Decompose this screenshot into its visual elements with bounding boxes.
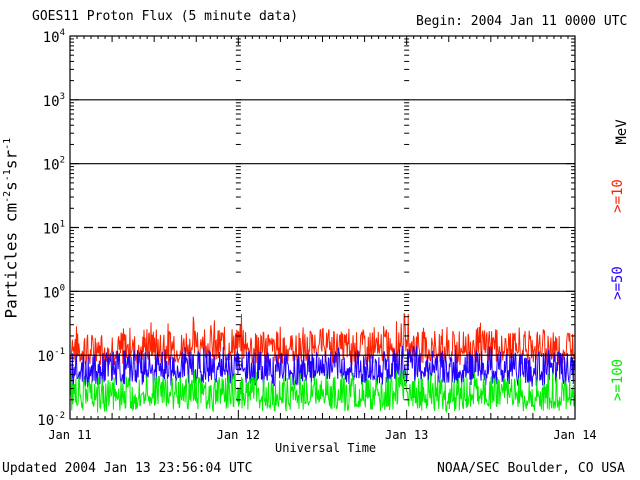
y-tick-label: 10-2: [37, 411, 65, 429]
label-ge10: >=10: [610, 179, 626, 213]
x-tick-label: Jan 12: [217, 428, 260, 442]
y-axis-label: Particles cm-2s-1sr-1: [2, 138, 21, 319]
y-tick-label: 104: [43, 28, 65, 46]
y-tick-label: 100: [43, 283, 65, 301]
y-tick-label: 103: [43, 92, 65, 110]
series-line-ge100: [69, 370, 576, 414]
axis-ticks: [69, 35, 576, 420]
axis-labels: 10-2 10-1 100 101 102 103 104 Jan 11 Jan 12 Jan 1…: [37, 28, 596, 442]
y-tick-label: 102: [43, 156, 65, 174]
label-ge100: >=100: [610, 358, 626, 402]
x-tick-label: Jan 14: [553, 428, 596, 442]
y-axis-label-text: Particles cm-2s-1sr-1: [1, 137, 21, 319]
y-tick-label: 10-1: [37, 347, 65, 365]
begin-time: Begin: 2004 Jan 11 0000 UTC: [416, 14, 628, 29]
x-axis-label: Universal Time: [275, 441, 377, 455]
series-line-ge10: [69, 313, 576, 368]
y-tick-label: 101: [43, 220, 65, 238]
x-tick-label: Jan 13: [385, 428, 428, 442]
source-credit: NOAA/SEC Boulder, CO USA: [437, 461, 625, 476]
label-ge50: >=50: [610, 266, 626, 300]
threshold-lines: [70, 38, 575, 420]
updated-time: Updated 2004 Jan 13 23:56:04 UTC: [2, 461, 253, 476]
series-line-ge50: [69, 345, 576, 388]
series-layer: [69, 313, 576, 414]
x-tick-label: Jan 11: [48, 428, 91, 442]
chart-title: GOES11 Proton Flux (5 minute data): [32, 9, 299, 24]
label-mev: MeV: [614, 119, 630, 145]
